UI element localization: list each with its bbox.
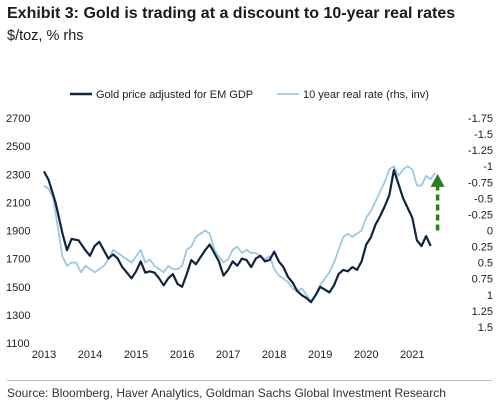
right-tick-label: 0.25	[472, 242, 493, 254]
legend-label: 10 year real rate (rhs, inv)	[303, 89, 429, 101]
right-tick-label: -1.25	[468, 145, 493, 157]
right-tick-label: -1	[483, 161, 493, 173]
left-tick-label: 2700	[6, 113, 30, 125]
left-tick-label: 1700	[6, 254, 30, 266]
x-tick-label: 2017	[216, 349, 240, 361]
x-axis: 2013 2014 2015 2016 2017 2018 2019 2020 2021	[32, 349, 425, 361]
legend-label: Gold price adjusted for EM GDP	[96, 89, 253, 101]
right-tick-label: 0.5	[478, 258, 493, 270]
left-axis: 2700 2500 2300 2100 1900 1700 1500 1300 1100	[6, 113, 30, 350]
right-tick-label: -0.75	[468, 177, 493, 189]
left-tick-label: 2500	[6, 141, 30, 153]
chart-subtitle: $/toz, % rhs	[7, 28, 84, 44]
right-axis: -1.75 -1.5 -1.25 -1 -0.75 -0.5 -0.25 0 0.25 0.5 0.…	[468, 113, 493, 334]
legend: Gold price adjusted for EM GDP 10 year re…	[70, 89, 429, 101]
series-layer	[43, 165, 437, 304]
source-note: Source: Bloomberg, Haver Analytics, Gold…	[7, 386, 446, 400]
left-tick-label: 2100	[6, 197, 30, 209]
gold-price-line	[43, 168, 432, 304]
x-tick-label: 2016	[170, 349, 194, 361]
right-tick-label: -0.5	[474, 193, 493, 205]
left-tick-label: 1900	[6, 226, 30, 238]
left-tick-label: 1300	[6, 310, 30, 322]
x-tick-label: 2019	[308, 349, 332, 361]
x-tick-label: 2015	[124, 349, 148, 361]
right-tick-label: -0.25	[468, 209, 493, 221]
left-tick-label: 1100	[6, 338, 30, 350]
x-tick-label: 2020	[354, 349, 378, 361]
x-tick-label: 2014	[78, 349, 102, 361]
right-tick-label: 0.75	[472, 274, 493, 286]
right-tick-label: -1.75	[468, 113, 493, 125]
x-tick-label: 2021	[400, 349, 424, 361]
left-tick-label: 2300	[6, 169, 30, 181]
chart-title: Exhibit 3: Gold is trading at a discount…	[7, 5, 456, 22]
discount-arrow-head	[430, 173, 445, 187]
x-tick-label: 2018	[262, 349, 286, 361]
right-tick-label: 1.5	[478, 322, 493, 334]
left-tick-label: 1500	[6, 282, 30, 294]
right-tick-label: 1	[487, 290, 493, 302]
right-tick-label: -1.5	[474, 129, 493, 141]
x-tick-label: 2013	[32, 349, 56, 361]
source-divider	[7, 380, 492, 381]
real-rate-line	[43, 165, 437, 303]
arrow-layer	[430, 173, 445, 231]
right-tick-label: 0	[487, 226, 493, 238]
right-tick-label: 1.25	[472, 306, 493, 318]
